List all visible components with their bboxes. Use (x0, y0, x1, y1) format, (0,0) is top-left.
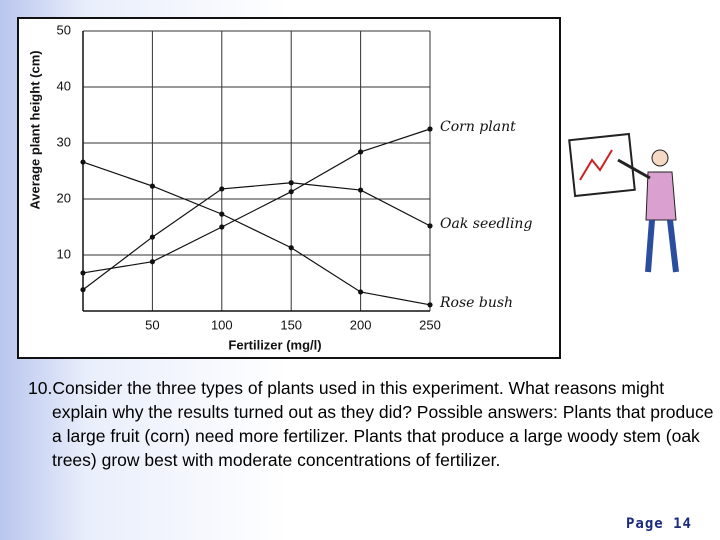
data-point (149, 234, 155, 240)
series-line (82, 128, 431, 274)
data-point (219, 186, 225, 192)
y-tick-label: 50 (57, 22, 71, 37)
series-line (82, 161, 431, 306)
data-point (427, 223, 433, 229)
x-tick-label: 250 (419, 317, 441, 332)
x-tick-label: 200 (350, 317, 372, 332)
data-point (80, 287, 86, 293)
y-axis-title: Average plant height (cm) (27, 50, 42, 209)
data-point (149, 259, 155, 265)
x-tick-label: 150 (280, 317, 302, 332)
data-point (219, 224, 225, 230)
y-tick-label: 40 (57, 78, 71, 93)
data-point (358, 187, 364, 193)
x-axis-title: Fertilizer (mg/l) (228, 337, 321, 352)
presenter-clipart (568, 132, 679, 273)
question-text: 10.Consider the three types of plants us… (28, 378, 714, 470)
y-tick-label: 20 (57, 190, 71, 205)
data-point (288, 180, 294, 186)
series-label: Corn plant (440, 119, 516, 135)
series-line (82, 182, 431, 291)
data-point (80, 270, 86, 276)
data-point (358, 289, 364, 295)
page-number: Page 14 (625, 516, 692, 532)
data-point (288, 245, 294, 251)
series-label: Rose bush (439, 295, 513, 311)
x-tick-label: 50 (145, 317, 159, 332)
x-tick-label: 100 (211, 317, 233, 332)
data-point (149, 183, 155, 189)
y-tick-label: 10 (57, 246, 71, 261)
series-label: Oak seedling (440, 216, 532, 232)
data-point (219, 211, 225, 217)
data-point (427, 126, 433, 132)
chart: Fertilizer (mg/l) Average plant height (… (17, 17, 679, 359)
data-point (80, 159, 86, 165)
data-point (358, 149, 364, 155)
chart-frame (17, 17, 561, 359)
y-tick-label: 30 (57, 134, 71, 149)
data-point (427, 302, 433, 308)
data-point (288, 189, 294, 195)
